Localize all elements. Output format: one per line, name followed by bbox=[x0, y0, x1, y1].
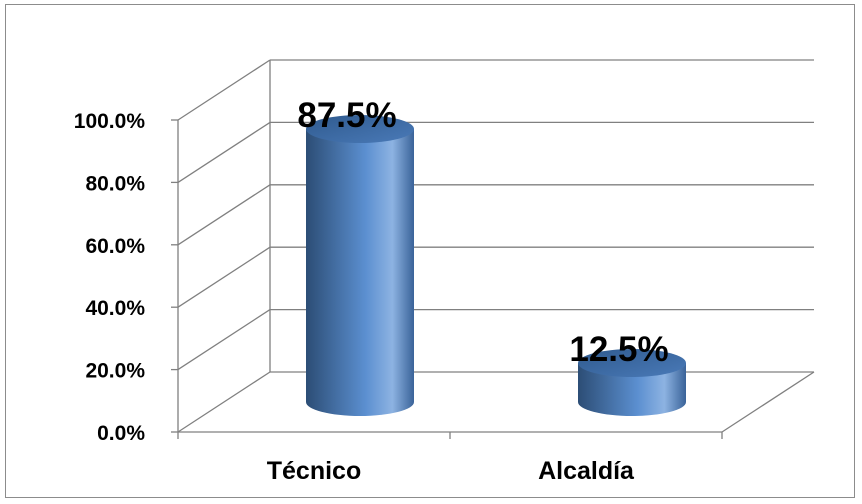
side-gridline bbox=[177, 184, 271, 246]
y-tick-label: 80.0% bbox=[85, 172, 145, 195]
side-gridline bbox=[177, 309, 271, 371]
bar-body bbox=[578, 363, 686, 416]
side-gridline bbox=[177, 121, 271, 183]
y-tick-label: 20.0% bbox=[85, 360, 145, 383]
floor-right-edge bbox=[721, 371, 815, 433]
bars bbox=[306, 115, 686, 416]
bar-body bbox=[306, 129, 414, 416]
side-gridline bbox=[177, 371, 271, 433]
y-tick-label: 60.0% bbox=[85, 235, 145, 258]
bar-alcaldía bbox=[578, 349, 686, 416]
bar-top bbox=[578, 349, 686, 377]
data-label: 12.5% bbox=[569, 330, 668, 369]
bar-técnico bbox=[306, 115, 414, 416]
y-axis: 0.0% 20.0% 40.0% 60.0% 80.0% 100.0% bbox=[74, 110, 723, 445]
side-gridline bbox=[177, 246, 271, 308]
data-label: 87.5% bbox=[297, 96, 396, 135]
side-gridline bbox=[177, 59, 271, 121]
gridlines bbox=[177, 59, 815, 433]
x-category-label: Técnico bbox=[267, 457, 361, 485]
y-tick-label: 0.0% bbox=[97, 422, 145, 445]
x-category-label: Alcaldía bbox=[538, 457, 635, 485]
y-tick-label: 100.0% bbox=[74, 110, 146, 133]
labels: 87.5% Técnico 12.5% Alcaldía bbox=[267, 96, 669, 485]
y-tick-label: 40.0% bbox=[85, 297, 145, 320]
bar-top bbox=[306, 115, 414, 143]
chart-frame bbox=[5, 4, 855, 498]
